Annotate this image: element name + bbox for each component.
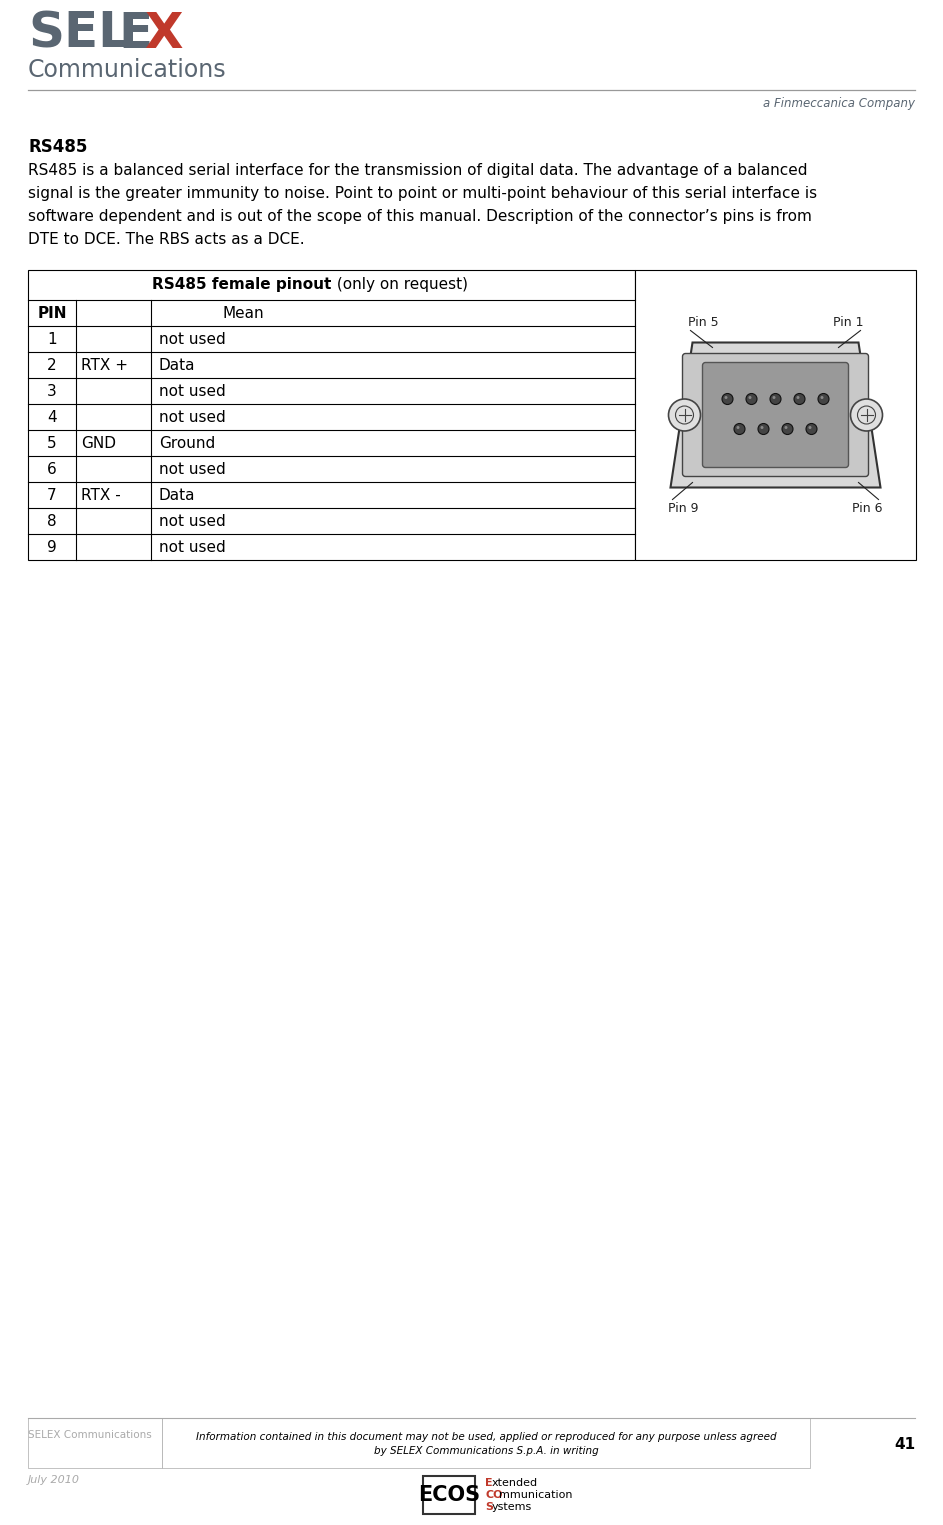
- Text: 4: 4: [47, 410, 57, 424]
- Text: July 2010: July 2010: [28, 1475, 80, 1485]
- Text: RS485 female pinout: RS485 female pinout: [152, 278, 332, 293]
- Text: PIN: PIN: [38, 305, 67, 320]
- Text: X: X: [144, 11, 183, 58]
- Circle shape: [785, 425, 787, 429]
- Circle shape: [818, 393, 829, 404]
- Text: by SELEX Communications S.p.A. in writing: by SELEX Communications S.p.A. in writin…: [373, 1446, 599, 1456]
- Text: 7: 7: [47, 488, 57, 503]
- Text: Pin 9: Pin 9: [669, 502, 699, 514]
- Bar: [635, 270, 916, 560]
- Text: E: E: [485, 1478, 492, 1488]
- Text: not used: not used: [159, 383, 225, 398]
- Text: GND: GND: [81, 436, 116, 450]
- Text: 2: 2: [47, 357, 57, 372]
- Text: not used: not used: [159, 462, 225, 476]
- Bar: [423, 1476, 475, 1514]
- Text: not used: not used: [159, 540, 225, 555]
- Text: SELEX Communications: SELEX Communications: [28, 1430, 152, 1440]
- Text: xtended: xtended: [492, 1478, 538, 1488]
- Text: SEL: SEL: [28, 11, 130, 58]
- Circle shape: [669, 400, 701, 432]
- Polygon shape: [670, 343, 881, 488]
- Circle shape: [760, 425, 764, 429]
- Text: DTE to DCE. The RBS acts as a DCE.: DTE to DCE. The RBS acts as a DCE.: [28, 232, 305, 247]
- Text: RTX +: RTX +: [81, 357, 128, 372]
- Circle shape: [806, 424, 817, 435]
- Circle shape: [734, 424, 745, 435]
- Text: ECOS: ECOS: [418, 1485, 480, 1505]
- Text: Information contained in this document may not be used, applied or reproduced fo: Information contained in this document m…: [196, 1432, 776, 1443]
- Text: 6: 6: [47, 462, 57, 476]
- Text: Data: Data: [159, 488, 195, 503]
- Text: Mean: Mean: [223, 305, 264, 320]
- Text: Ground: Ground: [159, 436, 215, 450]
- Circle shape: [772, 396, 775, 400]
- Text: E: E: [118, 11, 152, 58]
- Circle shape: [736, 425, 739, 429]
- Text: RS485 is a balanced serial interface for the transmission of digital data. The a: RS485 is a balanced serial interface for…: [28, 163, 807, 178]
- Circle shape: [722, 393, 733, 404]
- Text: not used: not used: [159, 331, 225, 346]
- Text: Communications: Communications: [28, 58, 226, 82]
- Circle shape: [724, 396, 727, 400]
- Text: 41: 41: [895, 1437, 916, 1452]
- Text: Data: Data: [159, 357, 195, 372]
- Circle shape: [782, 424, 793, 435]
- Text: not used: not used: [159, 410, 225, 424]
- Circle shape: [851, 400, 883, 432]
- Text: 5: 5: [47, 436, 57, 450]
- Text: ystems: ystems: [492, 1502, 532, 1511]
- FancyBboxPatch shape: [683, 354, 869, 476]
- Text: RS485: RS485: [28, 137, 88, 156]
- Circle shape: [794, 393, 805, 404]
- Text: Pin 1: Pin 1: [833, 316, 864, 328]
- Text: (only on request): (only on request): [332, 278, 468, 293]
- Circle shape: [770, 393, 781, 404]
- Text: 1: 1: [47, 331, 57, 346]
- Text: CO: CO: [485, 1490, 503, 1501]
- Text: 9: 9: [47, 540, 57, 555]
- Bar: [28, 1418, 162, 1469]
- Text: signal is the greater immunity to noise. Point to point or multi-point behaviour: signal is the greater immunity to noise.…: [28, 186, 818, 201]
- Text: Pin 5: Pin 5: [687, 316, 719, 328]
- Circle shape: [758, 424, 769, 435]
- Text: not used: not used: [159, 514, 225, 529]
- Text: mmunication: mmunication: [499, 1490, 572, 1501]
- Circle shape: [808, 425, 812, 429]
- Bar: [28, 270, 635, 560]
- Text: 3: 3: [47, 383, 57, 398]
- Circle shape: [797, 396, 800, 400]
- Text: 8: 8: [47, 514, 57, 529]
- Text: S: S: [485, 1502, 493, 1511]
- Bar: [162, 1418, 810, 1469]
- FancyBboxPatch shape: [703, 363, 849, 468]
- Text: software dependent and is out of the scope of this manual. Description of the co: software dependent and is out of the sco…: [28, 209, 812, 224]
- Text: a Finmeccanica Company: a Finmeccanica Company: [763, 98, 915, 110]
- Circle shape: [749, 396, 752, 400]
- Text: RTX -: RTX -: [81, 488, 121, 503]
- Circle shape: [746, 393, 757, 404]
- Text: Pin 6: Pin 6: [852, 502, 883, 514]
- Circle shape: [820, 396, 823, 400]
